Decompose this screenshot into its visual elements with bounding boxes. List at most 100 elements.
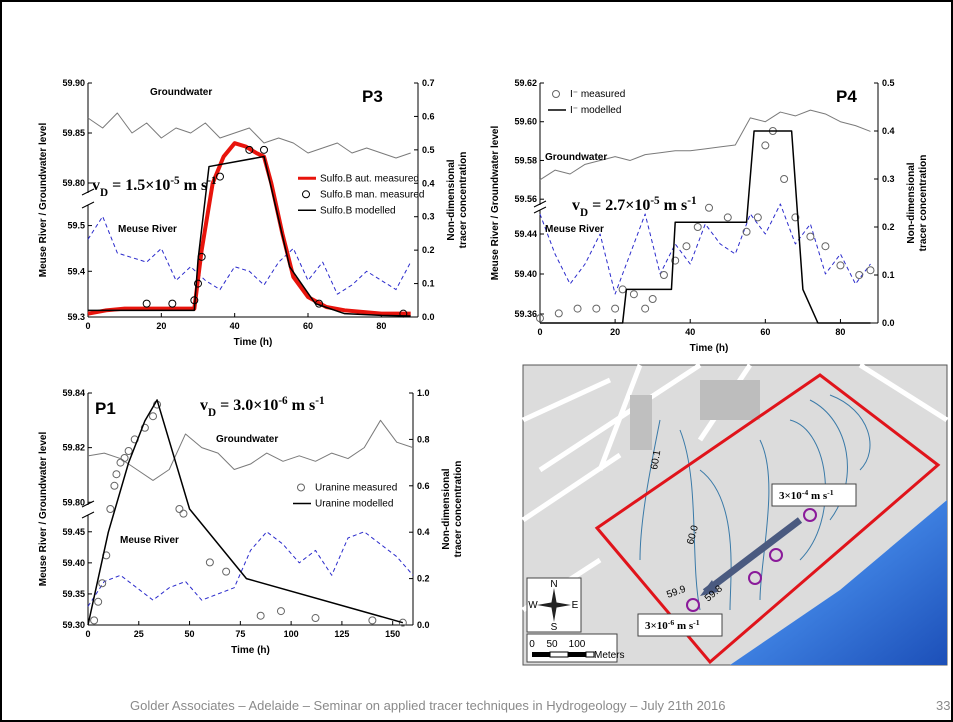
text-part: = 2.7×10	[588, 197, 650, 214]
y2-tick-label: 0.5	[422, 145, 435, 155]
y2-tick-label: 0.0	[422, 312, 435, 322]
legend-label: I⁻ measured	[570, 89, 625, 100]
x-tick-label: 150	[385, 629, 400, 639]
text-part: = 1.5×10	[108, 177, 170, 194]
velocity-label: vD = 1.5×10-5 m s-1	[92, 175, 217, 199]
x-axis-label: Time (h)	[690, 343, 729, 354]
scale-label: 100	[569, 639, 586, 650]
data-point	[694, 224, 701, 231]
x-tick-label: 40	[230, 321, 240, 331]
panel-label: P1	[95, 399, 116, 418]
data-point	[683, 243, 690, 250]
slide: 60.1 60.0 59.9 59.8 3×10-4 m s-1 3×10-6 …	[0, 0, 953, 722]
text-part: D	[100, 187, 108, 199]
y2-axis-label: Non-dimensional	[906, 162, 917, 243]
building	[700, 380, 760, 420]
map: 60.1 60.0 59.9 59.8 3×10-4 m s-1 3×10-6 …	[523, 365, 947, 665]
compass-letter: S	[551, 622, 558, 633]
x-tick-label: 75	[235, 629, 245, 639]
x-tick-label: 60	[760, 327, 770, 337]
data-point	[822, 243, 829, 250]
x-tick-label: 20	[156, 321, 166, 331]
y-axis-label: Meuse River / Groundwater level	[490, 126, 501, 281]
scale-label: Meters	[594, 650, 625, 661]
legend-label: Uranine measured	[315, 482, 397, 493]
text-part: v	[572, 197, 580, 214]
data-point	[630, 291, 637, 298]
y2-tick-label: 0.8	[417, 434, 430, 444]
data-point	[257, 612, 264, 619]
y2-tick-label: 0.0	[882, 318, 895, 328]
text-part: -1	[693, 618, 700, 627]
chart: 02040608059.9059.8559.8059.559.459.30.00…	[38, 78, 469, 348]
y-tick-label: 59.35	[62, 589, 85, 599]
text-part: 3×10	[779, 490, 802, 502]
y2-tick-label: 0.3	[422, 212, 435, 222]
data-point	[754, 214, 761, 221]
data-point	[762, 142, 769, 149]
x-tick-label: 80	[835, 327, 845, 337]
data-point	[113, 471, 120, 478]
data-point	[223, 568, 230, 575]
y-tick-label: 59.85	[62, 128, 85, 138]
y-tick-label: 59.60	[514, 117, 537, 127]
x-tick-label: 0	[85, 629, 90, 639]
y-tick-label: 59.5	[67, 221, 85, 231]
data-point	[706, 204, 713, 211]
y-tick-label: 59.62	[514, 78, 537, 88]
compass-letter: E	[572, 600, 579, 611]
series-line	[540, 110, 870, 180]
data-point	[837, 262, 844, 269]
data-point	[277, 608, 284, 615]
x-axis-label: Time (h)	[234, 337, 273, 348]
text-part: D	[580, 207, 588, 219]
data-point	[649, 296, 656, 303]
text-part: m s	[180, 177, 208, 194]
data-point	[642, 305, 649, 312]
x-tick-label: 125	[334, 629, 349, 639]
y-tick-label: 59.30	[62, 620, 85, 630]
y-tick-label: 59.82	[62, 443, 85, 453]
y-tick-label: 59.3	[67, 312, 85, 322]
scale-bar	[550, 652, 568, 657]
y2-tick-label: 0.4	[422, 178, 435, 188]
y-tick-label: 59.80	[62, 497, 85, 507]
y2-tick-label: 0.6	[417, 481, 430, 491]
chart: 02040608059.6259.6059.5859.5659.4459.405…	[490, 78, 929, 354]
y2-tick-label: 0.4	[882, 126, 895, 136]
text-part: m s	[288, 397, 316, 414]
data-point	[574, 305, 581, 312]
data-point	[312, 615, 319, 622]
data-point	[612, 305, 619, 312]
text-part: D	[208, 407, 216, 419]
y2-axis-label: tracer concentration	[453, 461, 464, 558]
series-label: Groundwater	[545, 152, 607, 163]
x-tick-label: 50	[185, 629, 195, 639]
y2-axis-label: tracer concentration	[458, 152, 469, 249]
data-point	[369, 617, 376, 624]
compass-letter: W	[528, 600, 538, 611]
text-part: -1	[827, 488, 834, 497]
y2-tick-label: 0.5	[882, 78, 895, 88]
data-point	[807, 233, 814, 240]
data-point	[125, 448, 132, 455]
text-part: v	[200, 397, 208, 414]
data-point	[95, 598, 102, 605]
y-tick-label: 59.90	[62, 78, 85, 88]
y-axis-label: Meuse River / Groundwater level	[38, 432, 49, 587]
y-tick-label: 59.40	[62, 558, 85, 568]
y-tick-label: 59.56	[514, 194, 537, 204]
y2-tick-label: 0.0	[417, 620, 430, 630]
data-point	[99, 580, 106, 587]
series-label: Meuse River	[545, 224, 604, 235]
page-number: 33	[936, 698, 950, 713]
legend-symbol	[553, 91, 560, 98]
velocity-label: vD = 3.0×10-6 m s-1	[200, 395, 325, 419]
compass-letter: N	[550, 579, 557, 590]
footer: Golder Associates – Adelaide – Seminar o…	[130, 698, 726, 713]
y-tick-label: 59.84	[62, 388, 85, 398]
text-part: m s	[808, 490, 828, 502]
y-tick-label: 59.40	[514, 269, 537, 279]
